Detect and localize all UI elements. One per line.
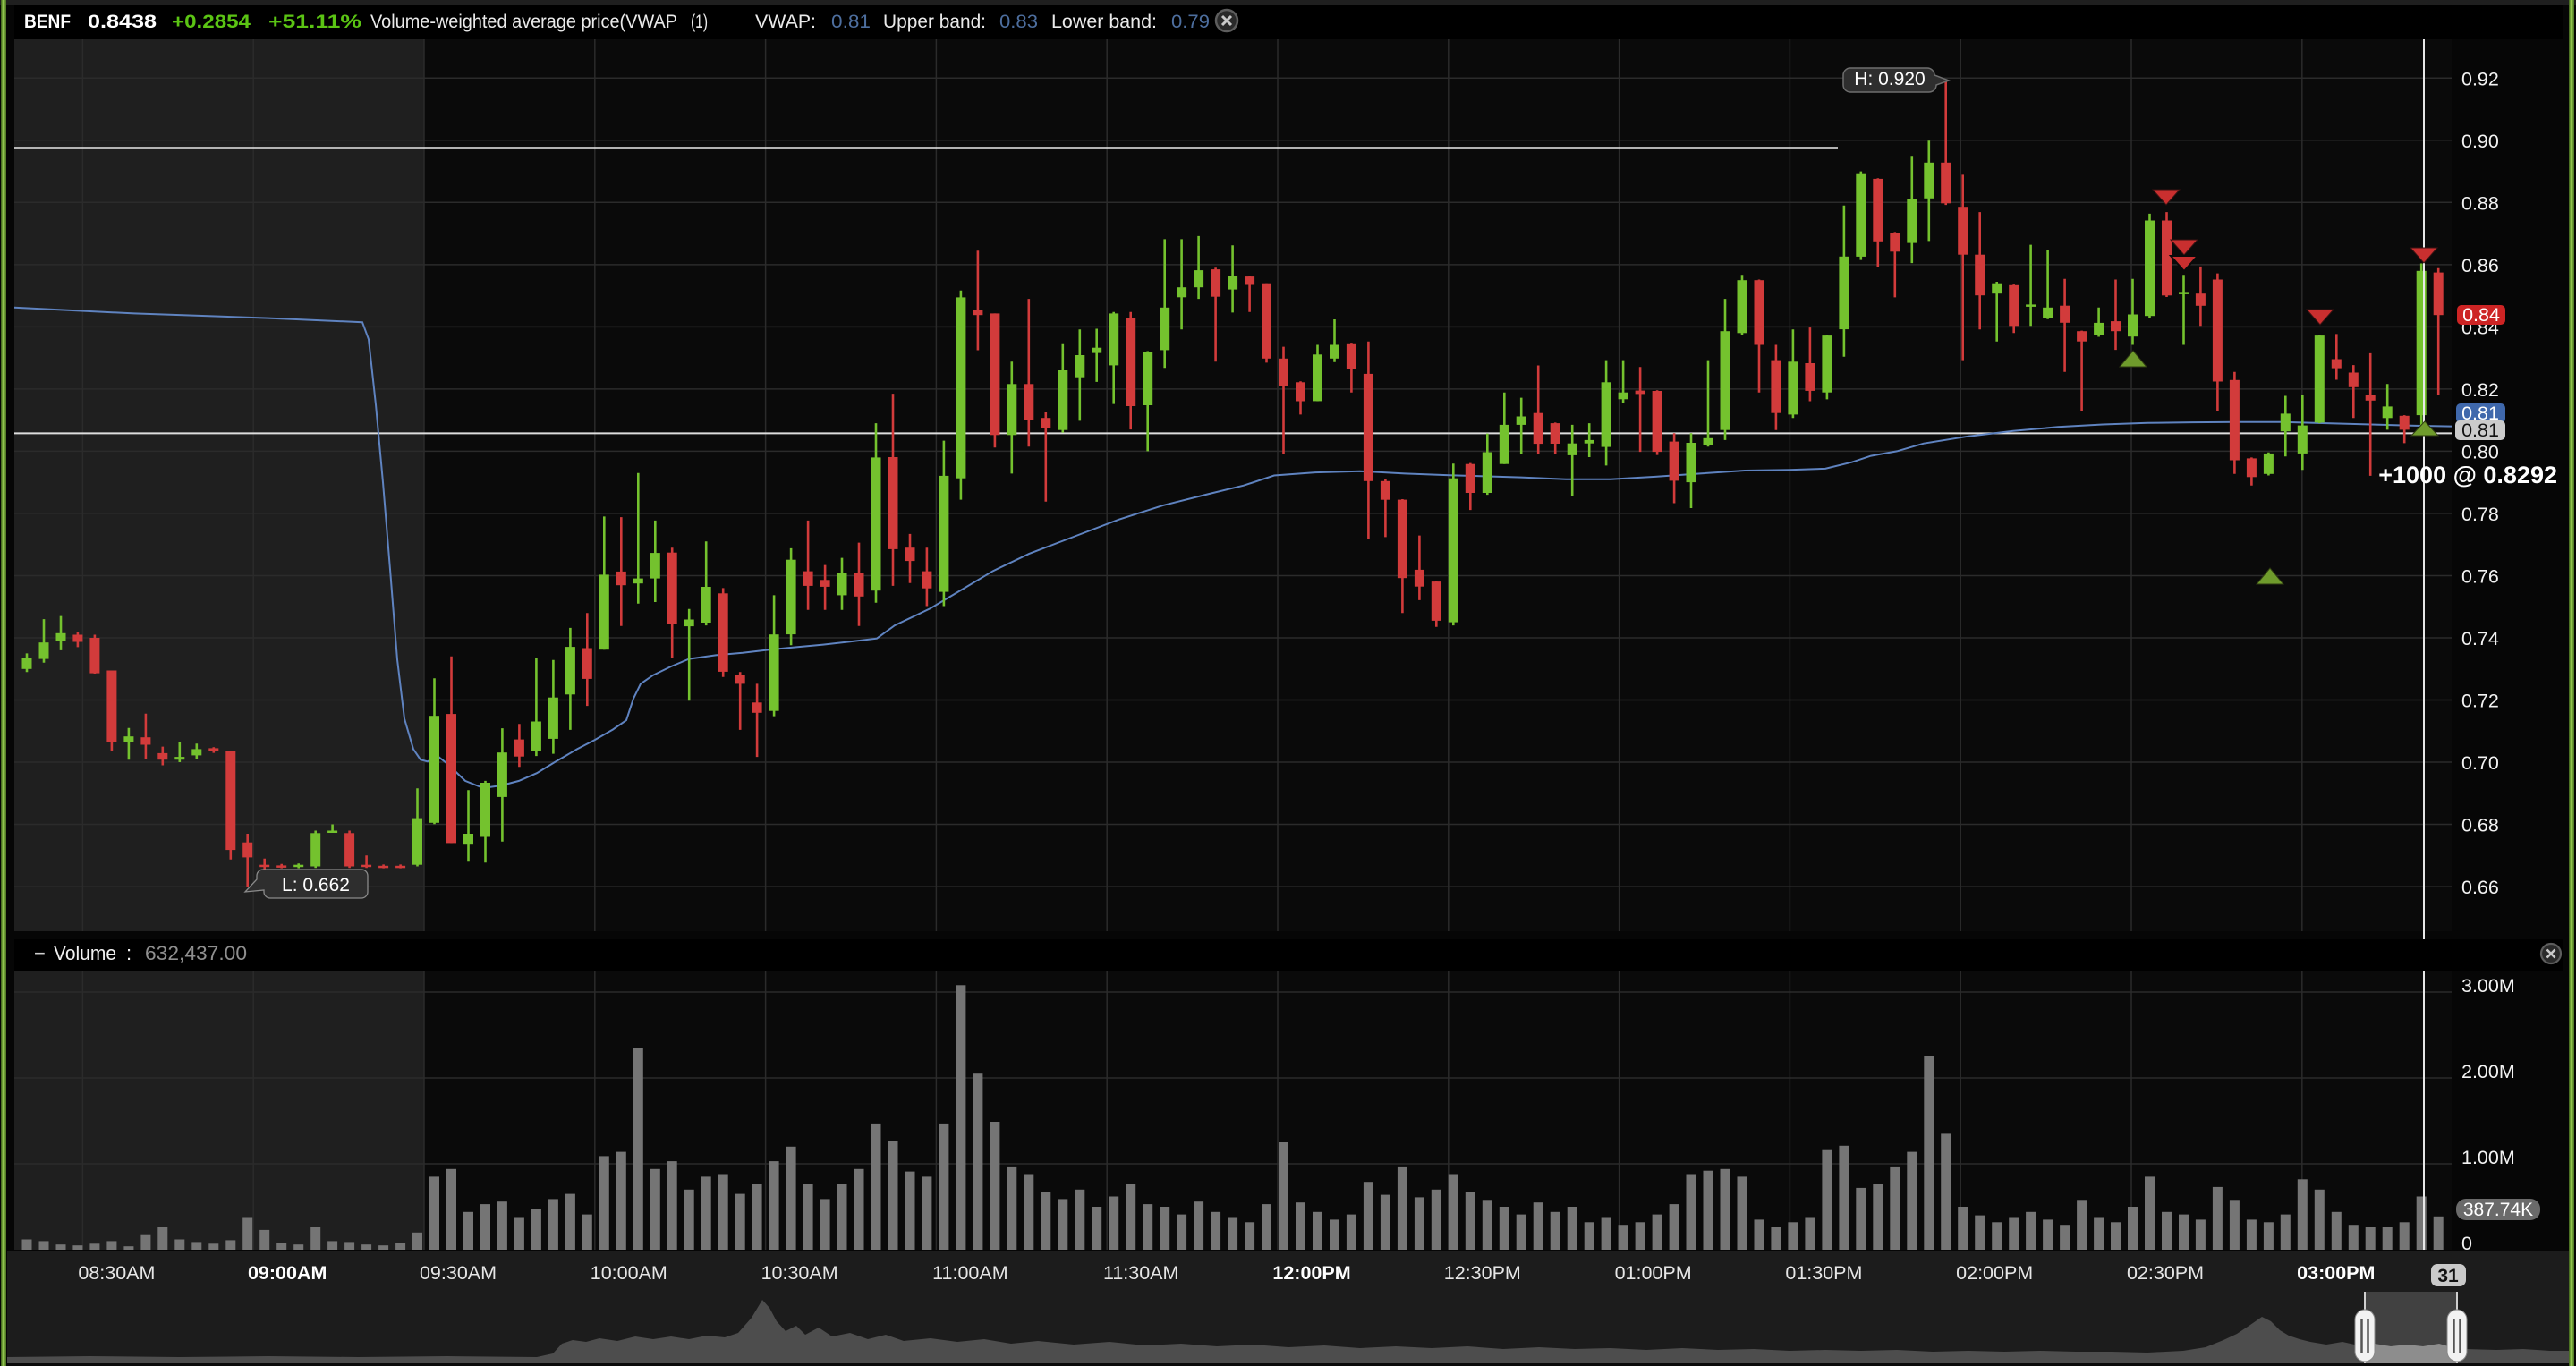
svg-text:0.86: 0.86 — [2461, 255, 2499, 276]
svg-text:02:00PM: 02:00PM — [1956, 1262, 2033, 1284]
svg-text:0.92: 0.92 — [2461, 68, 2499, 89]
svg-text:Upper band:: Upper band: — [883, 12, 986, 32]
svg-text:11:30AM: 11:30AM — [1103, 1262, 1178, 1284]
svg-text:12:00PM: 12:00PM — [1272, 1262, 1350, 1284]
svg-text:2.00M: 2.00M — [2461, 1061, 2515, 1082]
svg-text:0.8438: 0.8438 — [88, 12, 157, 32]
svg-text:0.76: 0.76 — [2461, 565, 2499, 587]
svg-text:0.80: 0.80 — [2461, 441, 2499, 462]
svg-text:0: 0 — [2461, 1233, 2472, 1254]
svg-text:0.72: 0.72 — [2461, 691, 2499, 712]
svg-text:BENF: BENF — [24, 12, 71, 32]
svg-text:+0.2854: +0.2854 — [172, 12, 251, 32]
svg-text:L: 0.662: L: 0.662 — [282, 875, 350, 895]
svg-text:0.78: 0.78 — [2461, 504, 2499, 525]
svg-text:0.70: 0.70 — [2461, 752, 2499, 774]
svg-text:09:00AM: 09:00AM — [248, 1262, 327, 1284]
svg-text:0.79: 0.79 — [1171, 12, 1210, 32]
svg-text:+1000 @ 0.8292: +1000 @ 0.8292 — [2378, 462, 2557, 488]
svg-text:0.88: 0.88 — [2461, 192, 2499, 214]
svg-text:Lower band:: Lower band: — [1051, 12, 1157, 32]
svg-text::: : — [126, 942, 132, 964]
svg-text:3.00M: 3.00M — [2461, 975, 2515, 997]
svg-text:0.81: 0.81 — [831, 12, 871, 32]
svg-text:−: − — [34, 942, 46, 964]
svg-text:0.74: 0.74 — [2461, 628, 2499, 649]
svg-text:12:30PM: 12:30PM — [1444, 1262, 1521, 1284]
svg-text:31: 31 — [2437, 1266, 2459, 1286]
svg-text:0.68: 0.68 — [2461, 815, 2499, 836]
svg-text:(1): (1) — [691, 12, 708, 32]
svg-text:0.84: 0.84 — [2462, 304, 2500, 326]
svg-text:Volume-weighted average price(: Volume-weighted average price(VWAP — [370, 12, 677, 32]
svg-text:+51.11%: +51.11% — [268, 12, 361, 32]
svg-text:10:30AM: 10:30AM — [761, 1262, 838, 1284]
svg-text:01:30PM: 01:30PM — [1785, 1262, 1862, 1284]
svg-text:02:30PM: 02:30PM — [2127, 1262, 2204, 1284]
svg-text:01:00PM: 01:00PM — [1615, 1262, 1692, 1284]
svg-text:VWAP:: VWAP: — [755, 12, 816, 32]
svg-text:Volume: Volume — [54, 942, 116, 964]
svg-text:11:00AM: 11:00AM — [932, 1262, 1007, 1284]
svg-text:0.83: 0.83 — [999, 12, 1038, 32]
svg-text:0.82: 0.82 — [2461, 379, 2499, 401]
svg-text:1.00M: 1.00M — [2461, 1147, 2515, 1168]
svg-text:03:00PM: 03:00PM — [2297, 1262, 2375, 1284]
svg-text:10:00AM: 10:00AM — [591, 1262, 667, 1284]
svg-text:0.90: 0.90 — [2461, 131, 2499, 152]
svg-text:632,437.00: 632,437.00 — [145, 942, 247, 964]
svg-text:0.81: 0.81 — [2461, 420, 2499, 441]
svg-text:09:30AM: 09:30AM — [420, 1262, 497, 1284]
svg-text:H: 0.920: H: 0.920 — [1854, 69, 1925, 89]
svg-text:387.74K: 387.74K — [2463, 1200, 2533, 1220]
svg-text:0.66: 0.66 — [2461, 877, 2499, 898]
svg-text:08:30AM: 08:30AM — [78, 1262, 155, 1284]
